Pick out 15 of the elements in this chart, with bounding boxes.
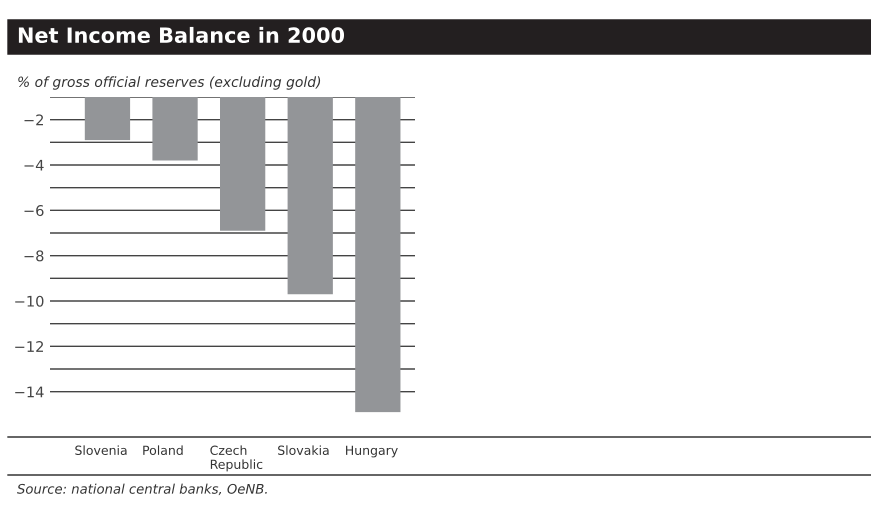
y-tick-label: −6 bbox=[24, 205, 44, 216]
x-tick-label: Hungary bbox=[346, 446, 398, 458]
x-tick-label: Poland bbox=[143, 445, 183, 456]
chart-title: Net Income Balance in 2000 bbox=[18, 26, 344, 44]
y-tick-label: −12 bbox=[15, 341, 43, 352]
y-tick-label: −8 bbox=[24, 250, 44, 262]
y-tick-label: −4 bbox=[24, 160, 44, 171]
source-note: Source: national central banks, OeNB. bbox=[17, 484, 267, 496]
y-tick-label: −2 bbox=[24, 114, 43, 126]
x-tick-label: Slovakia bbox=[278, 445, 329, 456]
y-tick-label: −14 bbox=[15, 386, 44, 398]
x-tick-label: Slovenia bbox=[75, 445, 127, 456]
y-tick-label: −10 bbox=[15, 296, 44, 307]
y-axis-title: % of gross official reserves (excluding gold) bbox=[18, 76, 320, 90]
x-tick-label: Czech Republic bbox=[210, 445, 262, 472]
